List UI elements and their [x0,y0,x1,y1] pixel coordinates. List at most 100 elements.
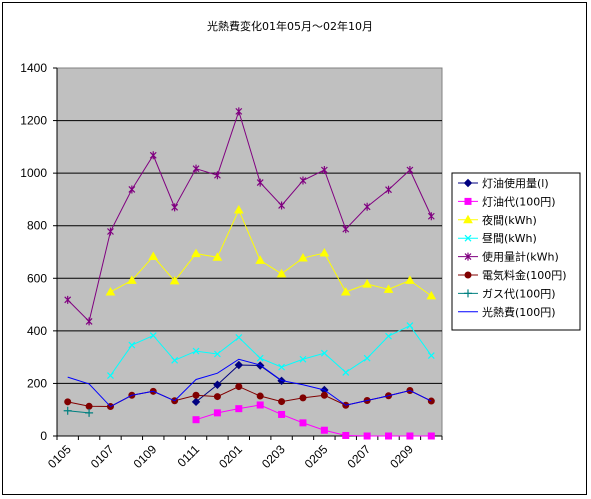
legend-marker [464,197,472,205]
data-point [256,392,264,400]
legend-marker [464,271,472,279]
data-point [405,275,415,284]
legend-item: 灯油使用量(l) [458,176,549,190]
data-point [64,398,72,406]
data-point [406,165,414,174]
data-point [213,350,221,358]
legend-label: 灯油代(100円) [482,194,556,208]
series-line [195,404,432,437]
x-tick-label: 0201 [216,442,245,471]
series-line [67,109,432,323]
data-point [299,419,307,427]
data-point [64,295,72,304]
data-point [85,408,94,417]
data-point [299,176,307,185]
data-point [278,410,286,418]
legend-label: 夜間(kWh) [482,213,537,227]
data-point [213,171,221,180]
legend-label: ガス代(100円) [482,287,556,300]
data-point [128,185,136,194]
data-point [171,203,179,212]
legend-item: 使用量計(kWh) [458,250,559,264]
y-tick-label: 800 [27,219,47,233]
data-point [256,354,264,362]
data-point [256,401,264,409]
legend-item: 夜間(kWh) [458,213,537,227]
data-point [85,402,93,410]
data-point [320,391,328,399]
data-point [385,432,393,440]
legend-item: 昼間(kWh) [458,232,537,245]
legend: 灯油使用量(l) 灯油代(100円) 夜間(kWh) 昼間(kWh) 使用量計(kWh)… [451,172,581,331]
y-tick-label: 1400 [20,61,47,75]
data-point [171,356,179,364]
data-point [406,432,414,440]
data-point [363,432,371,440]
data-point [427,352,435,359]
data-point [255,255,266,264]
series-8 [67,358,432,408]
data-point [213,409,221,417]
data-point [107,227,114,236]
x-tick-label: 0107 [88,442,117,471]
data-point [256,178,264,187]
data-point [213,380,222,389]
data-point [107,372,114,379]
data-point [235,334,243,341]
data-point [299,355,307,363]
y-tick-label: 200 [27,376,47,390]
data-point [342,225,350,234]
data-point [342,431,350,439]
legend-box [451,172,581,331]
data-point [213,393,221,401]
data-point [320,426,328,434]
series-4 [107,322,435,379]
plot-area [56,67,443,437]
data-point [276,268,287,278]
series-3 [105,204,437,300]
legend-label: 昼間(kWh) [482,232,537,245]
series-layer [63,107,437,440]
x-tick-label: 0105 [45,442,74,471]
x-tick-label: 0111 [175,442,203,470]
data-point [362,279,373,288]
y-tick-label: 600 [27,271,47,285]
series-2 [192,401,435,440]
legend-marker [464,289,472,298]
y-tick-label: 1200 [20,114,47,128]
legend-marker [464,252,472,261]
data-point [298,253,308,262]
data-point [192,164,200,173]
x-tick-label: 0207 [344,442,373,471]
data-point [169,275,180,285]
data-point [105,286,116,296]
data-point [340,286,351,296]
legend-item: 灯油代(100円) [458,194,556,208]
legend-label: 使用量計(kWh) [482,250,559,264]
data-point [385,332,392,340]
data-point [426,290,437,300]
legend-label: 灯油使用量(l) [482,176,549,190]
data-point [235,107,243,116]
series-line [67,358,432,408]
data-point [191,397,201,407]
legend-marker [463,178,473,188]
series-7 [63,406,94,417]
x-tick-label: 0209 [387,442,416,471]
legend-marker [463,214,473,224]
data-point [149,151,157,160]
data-point [234,360,244,370]
data-point [278,398,286,406]
series-5 [64,107,435,326]
data-point [63,406,72,415]
data-point [320,165,328,174]
data-point [320,349,328,357]
data-point [427,212,435,221]
chart-title: 光熱費変化01年05月～02年10月 [207,19,373,33]
data-point [212,252,223,261]
y-tick-label: 400 [27,324,47,338]
data-point [149,332,157,340]
data-point [235,405,243,413]
y-tick-label: 1000 [20,166,47,180]
